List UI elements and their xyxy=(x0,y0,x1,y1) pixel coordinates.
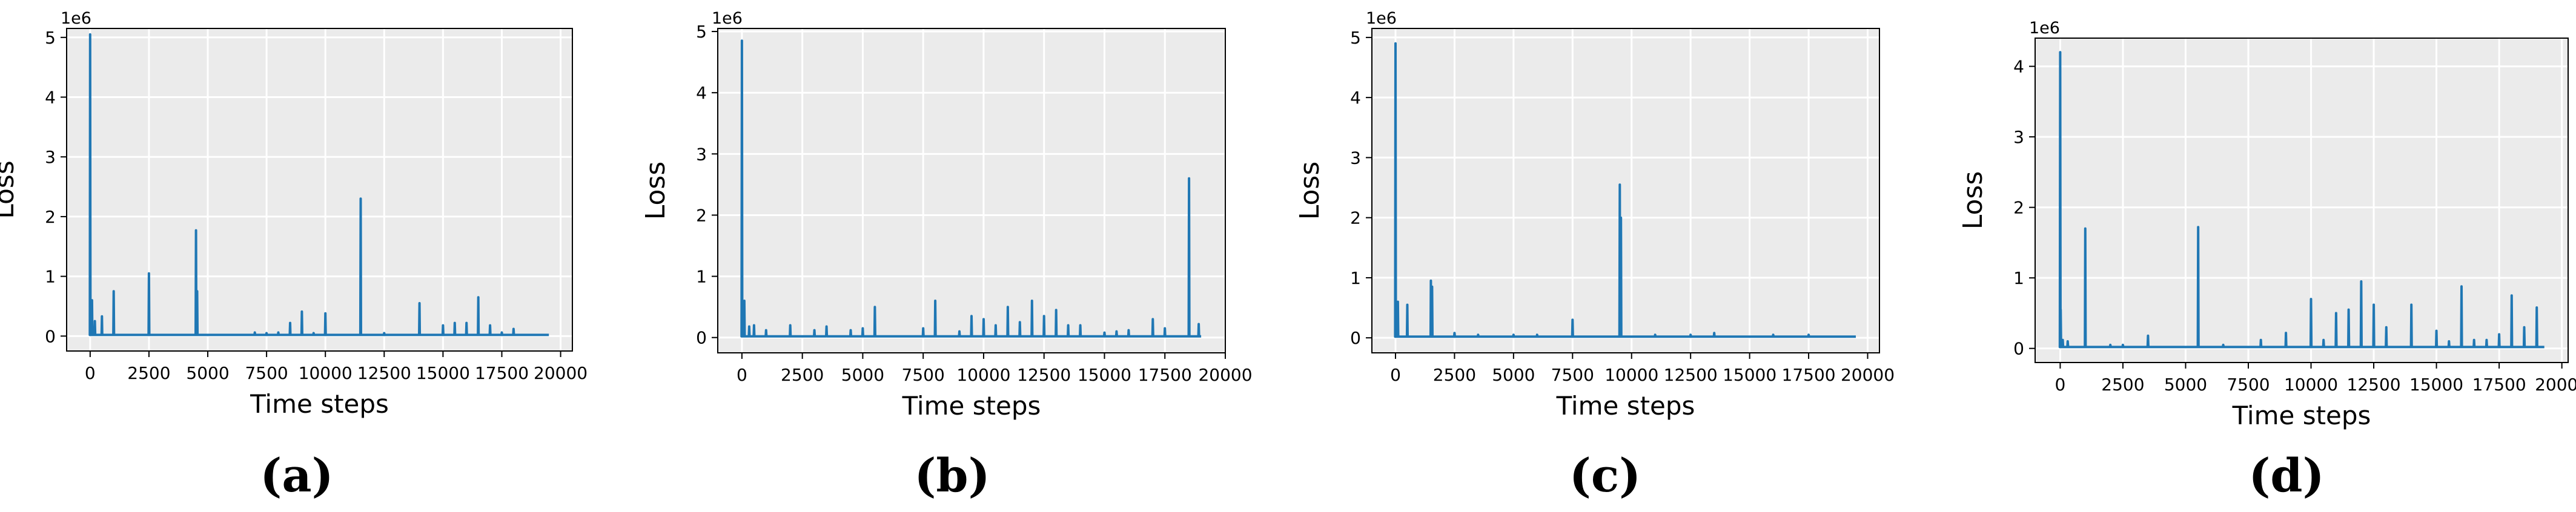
y-tick-label: 0 xyxy=(696,328,707,348)
x-tick-label: 0 xyxy=(1390,365,1401,385)
loss-series-line xyxy=(740,39,1202,338)
y-tick-label: 2 xyxy=(1350,208,1361,228)
axes-frame xyxy=(717,28,1226,353)
x-tick-label: 20000 xyxy=(1198,365,1252,385)
x-tick-label: 2500 xyxy=(2101,375,2144,395)
x-tick-label: 10000 xyxy=(956,365,1010,385)
y-offset-label: 1e6 xyxy=(1366,9,1397,28)
y-tick-label: 0 xyxy=(2013,339,2024,359)
x-tick-label: 12500 xyxy=(357,363,411,383)
x-tick-label: 12500 xyxy=(2347,375,2401,395)
x-tick-label: 17500 xyxy=(1138,365,1192,385)
subplot-caption: (b) xyxy=(914,448,990,502)
subplot-3: 0 2500 5000 7500 10000 12500 15000 17500 20000 0 1… xyxy=(1294,9,1895,502)
y-tick-label: 5 xyxy=(1350,28,1361,48)
x-tick-label: 5000 xyxy=(1492,365,1535,385)
x-tick-label: 2500 xyxy=(781,365,824,385)
y-offset-label: 1e6 xyxy=(61,9,91,28)
y-tick-label: 1 xyxy=(1350,268,1361,288)
x-tick-label: 0 xyxy=(85,363,96,383)
x-tick-label: 7500 xyxy=(2227,375,2270,395)
subplot-caption: (a) xyxy=(260,448,333,502)
y-tick-label: 2 xyxy=(2013,198,2024,218)
subplot-2: 0 2500 5000 7500 10000 12500 15000 17500 20000 0 1… xyxy=(640,9,1253,502)
x-tick-label: 20000 xyxy=(2535,375,2576,395)
x-tick-label: 20000 xyxy=(534,363,588,383)
plot-area xyxy=(2035,38,2568,363)
y-tick-label: 4 xyxy=(45,88,56,108)
x-tick-label: 10000 xyxy=(299,363,353,383)
y-tick-label: 4 xyxy=(2013,57,2024,77)
x-tick-label: 12500 xyxy=(1664,365,1718,385)
x-tick-label: 17500 xyxy=(475,363,529,383)
x-tick-label: 12500 xyxy=(1017,365,1071,385)
y-tick-label: 3 xyxy=(696,144,707,164)
x-tick-label: 15000 xyxy=(1078,365,1131,385)
x-axis-label: Time steps xyxy=(2232,401,2371,430)
y-axis-label: Loss xyxy=(1958,171,1988,230)
x-tick-label: 2500 xyxy=(1433,365,1476,385)
subplot-4: 0 2500 5000 7500 10000 12500 15000 17500 20000 0 1… xyxy=(1958,19,2576,502)
x-tick-label: 10000 xyxy=(1604,365,1658,385)
subplot-1: 0 2500 5000 7500 10000 12500 15000 17500 20000 0 1… xyxy=(0,9,588,502)
x-tick-label: 15000 xyxy=(1723,365,1776,385)
x-tick-label: 5000 xyxy=(2164,375,2207,395)
loss-series-line xyxy=(88,33,549,336)
x-axis-label: Time steps xyxy=(902,391,1041,421)
axes-frame xyxy=(66,28,573,352)
x-tick-label: 0 xyxy=(2055,375,2065,395)
y-tick-label: 4 xyxy=(696,83,707,103)
x-tick-label: 5000 xyxy=(186,363,229,383)
y-tick-label: 1 xyxy=(45,267,56,287)
x-tick-label: 15000 xyxy=(416,363,470,383)
x-tick-label: 5000 xyxy=(841,365,884,385)
x-tick-label: 2500 xyxy=(127,363,170,383)
y-tick-label: 2 xyxy=(696,205,707,225)
y-tick-label: 3 xyxy=(1350,148,1361,168)
x-tick-label: 7500 xyxy=(902,365,945,385)
y-axis-label: Loss xyxy=(0,160,20,219)
subplot-caption: (d) xyxy=(2248,448,2324,502)
plot-area xyxy=(1372,28,1879,353)
y-tick-label: 0 xyxy=(45,326,56,346)
x-axis-label: Time steps xyxy=(1556,391,1695,421)
y-tick-label: 0 xyxy=(1350,328,1361,348)
x-tick-label: 7500 xyxy=(245,363,288,383)
loss-series-line xyxy=(1394,42,1856,338)
y-tick-label: 4 xyxy=(1350,88,1361,108)
plot-area xyxy=(718,28,1225,353)
axes-frame xyxy=(2035,38,2569,363)
x-tick-label: 10000 xyxy=(2284,375,2338,395)
loss-series-line xyxy=(2058,51,2545,349)
y-tick-label: 2 xyxy=(45,207,56,227)
subplot-caption: (c) xyxy=(1569,448,1641,502)
plot-area xyxy=(67,28,572,351)
y-tick-label: 5 xyxy=(696,22,707,42)
axes-frame xyxy=(1371,28,1880,353)
y-tick-label: 3 xyxy=(2013,127,2024,147)
x-tick-label: 7500 xyxy=(1551,365,1594,385)
x-tick-label: 17500 xyxy=(1782,365,1836,385)
y-tick-label: 5 xyxy=(45,28,56,48)
x-tick-label: 0 xyxy=(737,365,747,385)
x-axis-label: Time steps xyxy=(250,389,389,419)
x-tick-label: 20000 xyxy=(1841,365,1895,385)
y-tick-label: 1 xyxy=(2013,268,2024,288)
x-tick-label: 17500 xyxy=(2472,375,2526,395)
y-tick-label: 1 xyxy=(696,267,707,287)
x-tick-label: 15000 xyxy=(2409,375,2463,395)
y-axis-label: Loss xyxy=(1294,162,1325,220)
y-axis-label: Loss xyxy=(640,162,671,220)
y-offset-label: 1e6 xyxy=(712,9,743,28)
y-offset-label: 1e6 xyxy=(2029,19,2060,38)
y-tick-label: 3 xyxy=(45,147,56,167)
